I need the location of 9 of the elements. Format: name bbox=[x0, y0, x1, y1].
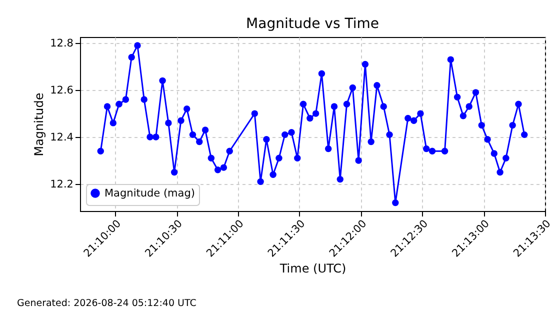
text: Generated: 2026-08-24 05:12:40 UTC bbox=[17, 298, 196, 309]
y-tick-label: 12.8 bbox=[50, 38, 74, 50]
y-tick-label: 12.4 bbox=[50, 132, 74, 144]
y-tick-label: 12.6 bbox=[50, 84, 74, 97]
legend-label: Magnitude (mag) bbox=[104, 187, 195, 200]
y-axis-title: Magnitude bbox=[32, 92, 46, 156]
y-tick-label: 12.2 bbox=[50, 178, 74, 190]
x-axis-title: Time (UTC) bbox=[278, 261, 346, 276]
chart-title: Magnitude vs Time bbox=[246, 16, 379, 32]
